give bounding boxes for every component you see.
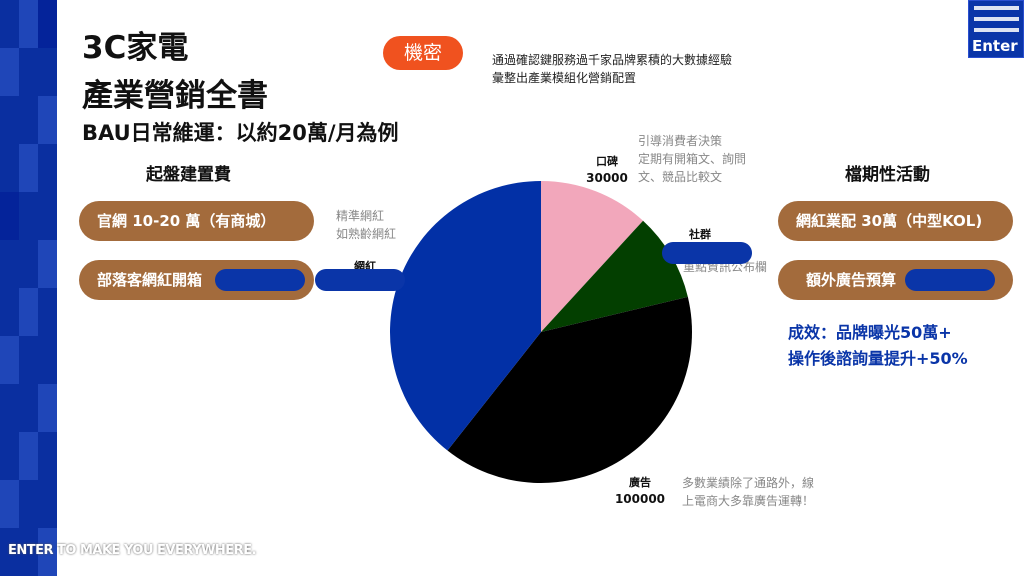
note-ads: 多數業績除了通路外，線 上電商大多靠廣告運轉！ xyxy=(682,474,814,510)
label-name: 口碑 xyxy=(596,155,618,168)
description: 通過確認鍵服務過千家品牌累積的大數據經驗 彙整出產業模組化營銷配置 xyxy=(492,51,732,87)
redaction-bar xyxy=(215,269,305,291)
confidential-badge: 機密 xyxy=(383,36,463,70)
note-line: 如熟齡網紅 xyxy=(336,227,397,241)
note-line: 引導消費者決策 xyxy=(638,134,723,148)
pie-slice-網紅 xyxy=(390,181,541,451)
note-kol: 精準網紅 如熟齡網紅 xyxy=(336,207,396,243)
pie-slice-社群 xyxy=(541,220,688,332)
setup-item: 官網 10-20 萬（有商城） xyxy=(79,201,314,241)
note-line: 文、競品比較文 xyxy=(638,170,723,184)
campaign-heading: 檔期性活動 xyxy=(845,165,930,185)
result-line: 成效：品牌曝光50萬+ xyxy=(788,323,952,342)
redaction-bar xyxy=(905,269,995,291)
label-ads: 廣告 100000 xyxy=(610,474,670,508)
campaign-item: 網紅業配 30萬（中型KOL) xyxy=(778,201,1013,241)
note-wom: 引導消費者決策 定期有開箱文、詢問 文、競品比較文 xyxy=(638,132,746,186)
redaction-bar xyxy=(662,242,752,264)
description-line: 通過確認鍵服務過千家品牌累積的大數據經驗 xyxy=(492,53,733,67)
label-value: 30000 xyxy=(586,171,628,185)
footer-slogan: ENTER TO MAKE YOU EVERYWHERE. xyxy=(8,543,257,558)
label-name: 廣告 xyxy=(629,476,651,489)
title-line1: 3C家電 xyxy=(82,30,189,66)
note-line: 精準網紅 xyxy=(336,209,385,223)
pie-slice-廣告 xyxy=(447,296,692,483)
title-line2: 產業營銷全書 xyxy=(82,78,268,114)
note-line: 上電商大多靠廣告運轉！ xyxy=(682,494,815,508)
description-line: 彙整出產業模組化營銷配置 xyxy=(492,71,637,85)
redaction-bar xyxy=(315,269,405,291)
pie-slice-口碑 xyxy=(541,181,644,332)
setup-item-label: 部落客網紅開箱 xyxy=(97,271,203,289)
result-text: 成效：品牌曝光50萬+ 操作後諮詢量提升+50% xyxy=(788,320,968,372)
label-value: 100000 xyxy=(614,492,666,506)
subtitle: BAU日常維運：以約20萬/月為例 xyxy=(82,121,399,145)
setup-heading: 起盤建置費 xyxy=(146,165,231,185)
result-line: 操作後諮詢量提升+50% xyxy=(788,349,968,368)
label-wom: 口碑 30000 xyxy=(582,153,632,187)
enter-logo: Enter xyxy=(968,0,1024,58)
logo-text: Enter xyxy=(972,37,1018,55)
note-line: 多數業績除了通路外，線 xyxy=(682,476,815,490)
decorative-sidebar xyxy=(0,0,57,576)
label-name: 社群 xyxy=(689,228,711,241)
note-line: 定期有開箱文、詢問 xyxy=(638,152,747,166)
